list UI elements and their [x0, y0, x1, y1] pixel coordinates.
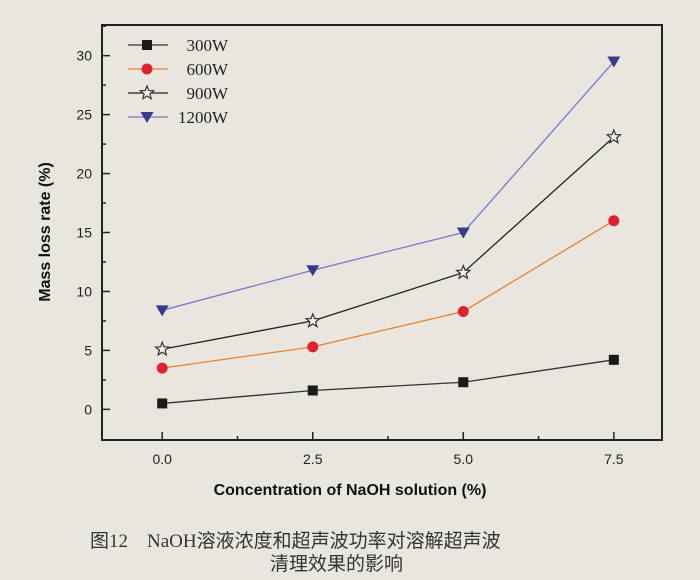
star-marker: [138, 84, 156, 101]
series-900W: [153, 128, 623, 357]
square-marker: [157, 398, 168, 409]
star-marker: [454, 263, 472, 280]
legend-label: 900W: [186, 84, 229, 103]
legend: 300W 600W 900W 1200W: [128, 36, 229, 127]
x-tick-label: 5.0: [454, 451, 474, 467]
star-marker: [304, 312, 321, 328]
triangle-marker: [140, 112, 154, 123]
circle-marker: [141, 63, 153, 75]
series-300W: [157, 354, 619, 409]
series-line: [162, 136, 615, 350]
y-tick-label: 10: [76, 283, 92, 299]
y-tick-label: 20: [76, 166, 92, 182]
square-marker: [458, 377, 469, 388]
legend-item: 900W: [128, 84, 229, 103]
x-tick-label: 2.5: [303, 451, 323, 467]
circle-marker: [457, 305, 469, 317]
y-tick-label: 0: [84, 401, 92, 417]
star-marker: [153, 340, 171, 357]
legend-item: 600W: [128, 60, 229, 79]
x-axis-label: Concentration of NaOH solution (%): [214, 482, 487, 499]
triangle-marker: [306, 265, 320, 277]
series-1200W: [155, 56, 621, 317]
figure-caption-line2: 清理效果的影响: [270, 553, 403, 575]
circle-marker: [156, 362, 168, 374]
triangle-marker: [456, 227, 470, 239]
x-tick-label: 0.0: [152, 451, 172, 467]
y-tick-label: 15: [76, 225, 92, 241]
legend-item: 300W: [128, 36, 229, 55]
circle-marker: [307, 341, 319, 353]
series-line: [162, 359, 614, 405]
x-tick-label: 7.5: [604, 451, 624, 467]
legend-item: 1200W: [128, 108, 229, 127]
star-marker: [605, 128, 623, 145]
square-marker: [142, 40, 152, 50]
legend-label: 600W: [186, 60, 229, 79]
circle-marker: [608, 215, 620, 227]
y-axis-label: Mass loss rate (%): [37, 162, 54, 302]
figure-caption-line1: 图12 NaOH溶液浓度和超声波功率对溶解超声波: [90, 530, 501, 552]
series-600W: [156, 215, 620, 374]
square-marker: [307, 385, 318, 396]
square-marker: [608, 354, 619, 365]
series-line: [162, 220, 615, 369]
y-tick-label: 25: [76, 107, 92, 123]
legend-label: 300W: [186, 36, 229, 55]
triangle-marker: [607, 56, 621, 68]
y-tick-label: 30: [76, 48, 92, 64]
triangle-marker: [155, 305, 169, 317]
legend-label: 1200W: [178, 108, 229, 127]
y-tick-label: 5: [84, 342, 92, 358]
series-line: [162, 61, 615, 311]
